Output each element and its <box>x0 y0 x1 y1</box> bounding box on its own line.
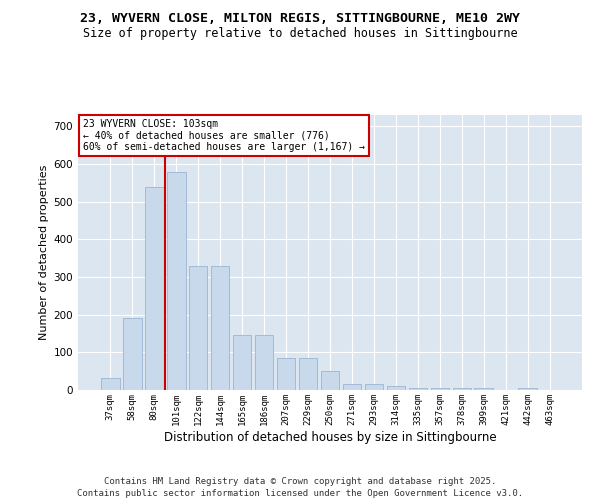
Text: 23 WYVERN CLOSE: 103sqm
← 40% of detached houses are smaller (776)
60% of semi-d: 23 WYVERN CLOSE: 103sqm ← 40% of detache… <box>83 119 365 152</box>
Bar <box>167 172 185 390</box>
Bar <box>320 371 340 390</box>
Bar <box>123 318 142 390</box>
Bar <box>452 388 471 390</box>
Bar <box>233 336 251 390</box>
Text: Size of property relative to detached houses in Sittingbourne: Size of property relative to detached ho… <box>83 28 517 40</box>
Bar <box>145 186 164 390</box>
Bar <box>386 386 405 390</box>
Bar <box>189 266 208 390</box>
Bar <box>299 358 317 390</box>
Bar <box>518 388 537 390</box>
Bar <box>431 388 449 390</box>
Bar <box>101 378 119 390</box>
Bar <box>475 388 493 390</box>
Bar <box>365 384 383 390</box>
X-axis label: Distribution of detached houses by size in Sittingbourne: Distribution of detached houses by size … <box>164 430 496 444</box>
Bar <box>255 336 274 390</box>
Y-axis label: Number of detached properties: Number of detached properties <box>40 165 49 340</box>
Bar <box>277 358 295 390</box>
Bar <box>343 384 361 390</box>
Bar <box>211 266 229 390</box>
Text: 23, WYVERN CLOSE, MILTON REGIS, SITTINGBOURNE, ME10 2WY: 23, WYVERN CLOSE, MILTON REGIS, SITTINGB… <box>80 12 520 26</box>
Text: Contains HM Land Registry data © Crown copyright and database right 2025.
Contai: Contains HM Land Registry data © Crown c… <box>77 476 523 498</box>
Bar <box>409 388 427 390</box>
